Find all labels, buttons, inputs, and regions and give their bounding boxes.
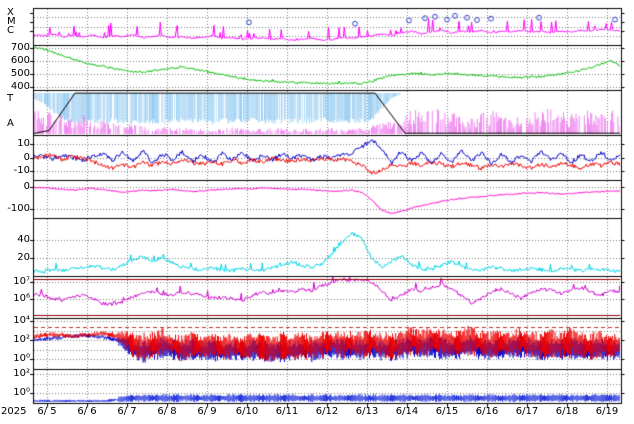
year-label: 2025 bbox=[1, 406, 27, 417]
